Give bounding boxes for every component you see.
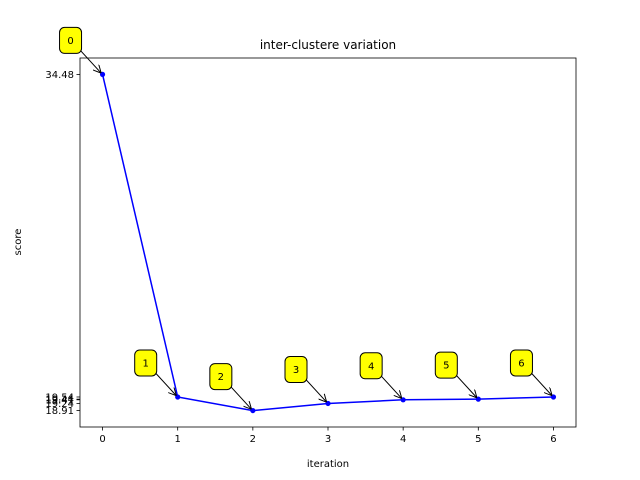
x-tick-label: 6	[550, 434, 556, 445]
plot-area	[79, 57, 577, 428]
annotation-arrow	[453, 372, 476, 397]
x-tick-label: 0	[99, 434, 105, 445]
data-point	[250, 407, 256, 414]
y-tick-label: 19.24	[45, 399, 74, 410]
data-point	[475, 396, 481, 402]
y-tick-label: 19.41	[45, 395, 74, 406]
y-axis-title: score	[13, 229, 24, 256]
y-tick-label: 19.44	[45, 395, 74, 406]
annotation-box	[284, 355, 308, 383]
data-point	[400, 397, 406, 403]
chart-title: inter-clustere variation	[260, 38, 396, 52]
annotation-box	[59, 26, 83, 54]
annotation-label: 4	[368, 361, 374, 372]
annotation-box	[509, 349, 533, 377]
x-axis-ticks: 0 1 2 3 4 5 6	[99, 427, 557, 445]
annotation-box	[359, 352, 383, 380]
annotation-arrow	[78, 48, 101, 72]
data-point	[175, 394, 181, 400]
y-tick-label: 18.91	[45, 406, 74, 417]
x-tick-label: 3	[325, 434, 331, 445]
y-tick-label: 19.54	[45, 392, 74, 403]
annotation-arrow	[153, 370, 176, 395]
x-axis-title: iteration	[307, 459, 349, 470]
annotation-label: 5	[443, 361, 449, 372]
x-tick-label: 1	[175, 434, 181, 445]
data-point	[550, 394, 557, 400]
data-point	[325, 400, 331, 407]
annotation-label: 0	[67, 36, 73, 47]
annotation-box	[434, 351, 458, 379]
annotation-arrow	[228, 384, 251, 409]
annotation-box	[209, 363, 233, 391]
x-tick-label: 5	[475, 434, 481, 445]
annotation-arrow	[378, 373, 401, 398]
x-tick-label: 2	[250, 434, 256, 445]
annotation-label: 3	[293, 365, 299, 376]
x-tick-label: 4	[400, 434, 406, 445]
data-point	[99, 71, 106, 78]
annotation-box	[134, 349, 158, 377]
annotations: 0 1 2 3 4 5 6	[59, 26, 552, 409]
y-tick-label: 34.48	[45, 70, 74, 81]
annotation-label: 6	[518, 358, 524, 369]
annotation-arrow	[529, 370, 551, 395]
annotation-arrow	[303, 377, 326, 401]
annotation-label: 2	[218, 372, 224, 383]
annotation-label: 1	[143, 358, 149, 369]
